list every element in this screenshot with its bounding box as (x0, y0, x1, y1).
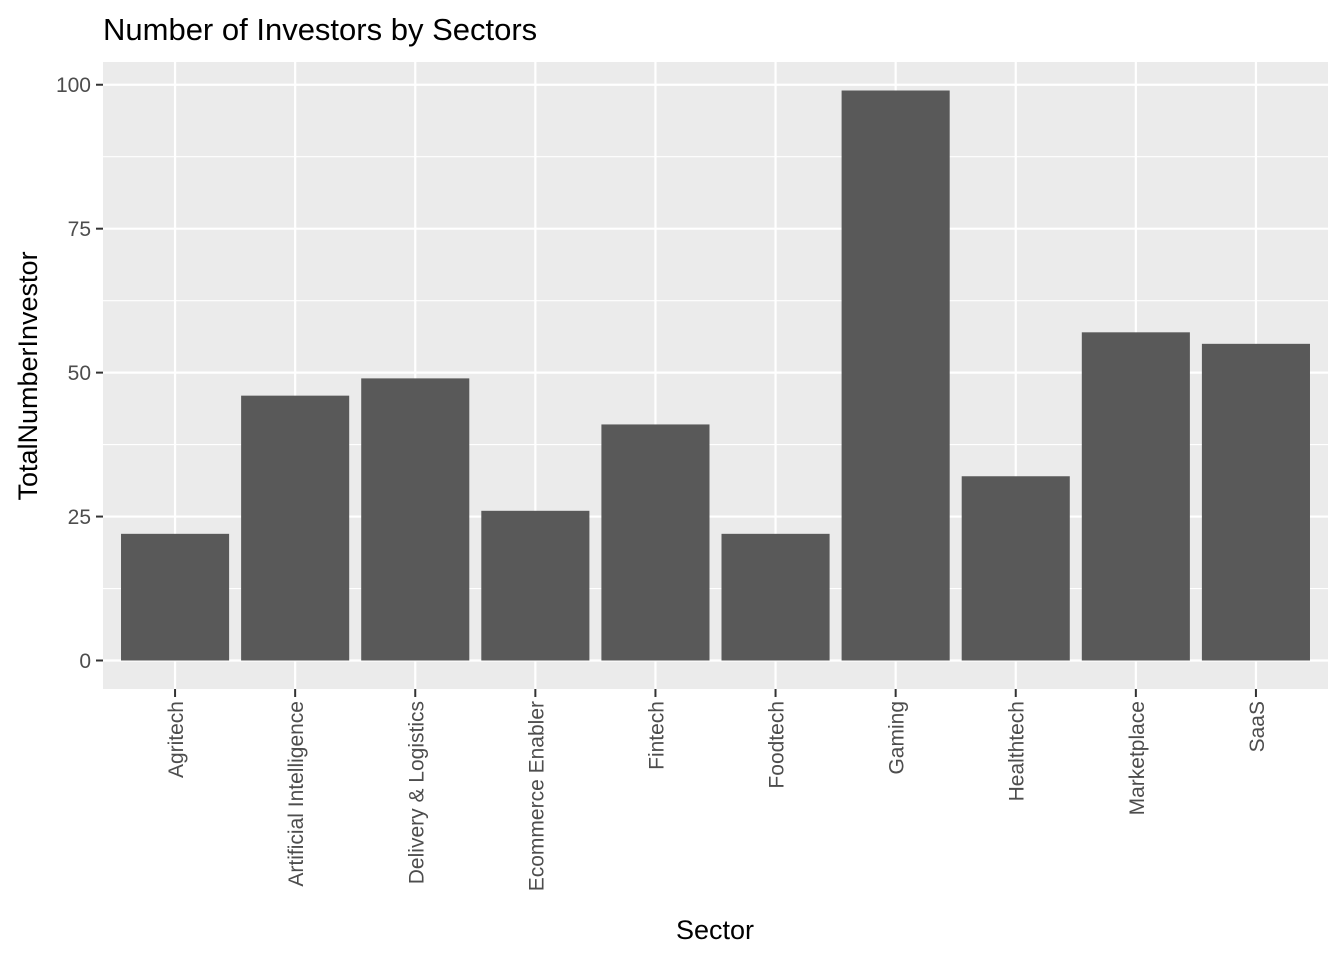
chart-title: Number of Investors by Sectors (103, 12, 537, 47)
bar (1201, 343, 1310, 661)
x-axis-ticks: Agritech Artificial Intelligence Delivery … (165, 689, 1269, 891)
x-tick-label: Healthtech (1006, 701, 1029, 801)
y-tick-label: 100 (56, 74, 91, 97)
y-tick-label: 25 (68, 506, 91, 529)
bar (121, 533, 230, 661)
y-tick-label: 50 (68, 362, 91, 385)
x-axis-title: Sector (676, 915, 754, 945)
bars (121, 90, 1310, 661)
x-tick-label: Delivery & Logistics (405, 701, 428, 884)
x-tick-label: Marketplace (1126, 701, 1149, 815)
x-tick-label: SaaS (1246, 701, 1269, 752)
x-tick-label: Agritech (165, 701, 188, 778)
y-tick-label: 75 (68, 218, 91, 241)
x-tick-label: Foodtech (766, 701, 789, 789)
y-tick-label: 0 (79, 650, 91, 673)
x-tick-label: Artificial Intelligence (285, 701, 308, 887)
bar (1081, 332, 1190, 661)
bar (721, 533, 830, 661)
x-tick-label: Gaming (886, 701, 909, 775)
x-tick-label: Fintech (645, 701, 668, 770)
x-tick-label: Ecommerce Enabler (525, 701, 548, 891)
y-axis-ticks: 0 25 50 75 100 (56, 74, 103, 673)
y-axis-title: TotalNumberInvestor (13, 251, 43, 500)
bar (241, 395, 350, 661)
bar (961, 476, 1070, 661)
bar (841, 90, 950, 661)
bar (601, 424, 710, 661)
bar (481, 510, 590, 661)
bar (361, 378, 470, 661)
